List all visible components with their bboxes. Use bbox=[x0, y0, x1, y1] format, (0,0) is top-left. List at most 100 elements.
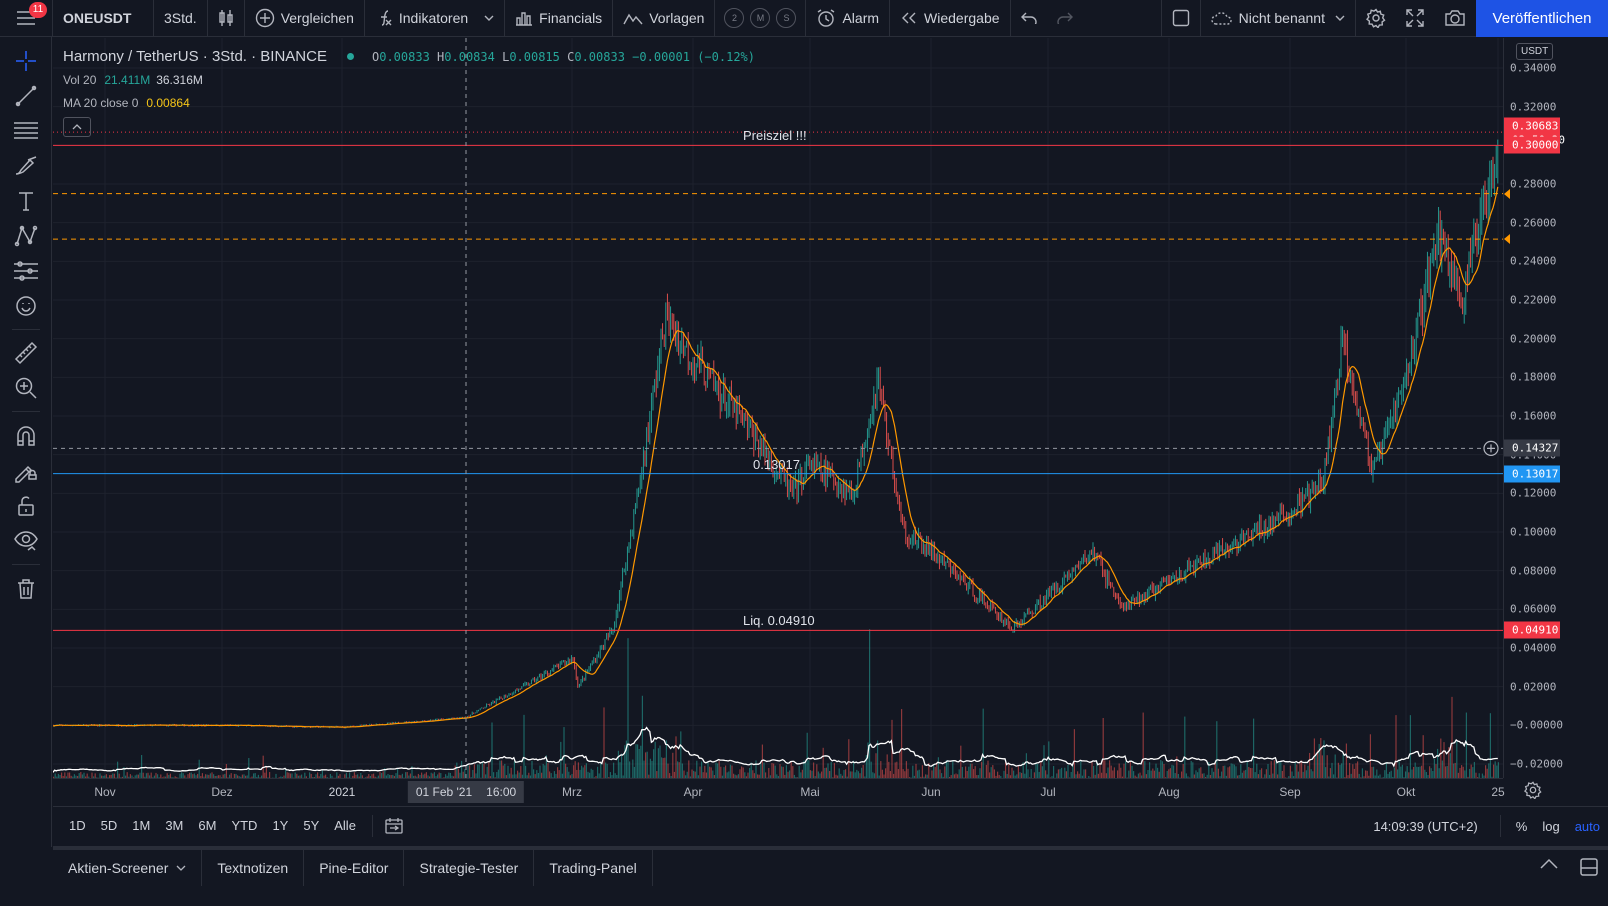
auto-scale-button[interactable]: auto bbox=[1574, 818, 1600, 834]
lock-drawing-tool[interactable] bbox=[12, 457, 40, 485]
scale-settings-icon[interactable] bbox=[1524, 781, 1542, 799]
emoji-tool[interactable] bbox=[12, 292, 40, 320]
volume-bar bbox=[1301, 760, 1303, 778]
tab-stock-screener[interactable]: Aktien-Screener bbox=[53, 850, 203, 886]
text-tool[interactable] bbox=[12, 187, 40, 215]
volume-bar bbox=[1025, 753, 1027, 778]
tab-trading-panel[interactable]: Trading-Panel bbox=[534, 850, 653, 886]
pattern-tool[interactable] bbox=[12, 222, 40, 250]
volume-bar bbox=[912, 765, 914, 778]
range-button-6m[interactable]: 6M bbox=[198, 818, 217, 833]
volume-bar bbox=[734, 774, 736, 778]
volume-bar bbox=[1409, 715, 1411, 778]
snapshot-button[interactable] bbox=[1434, 0, 1476, 37]
volume-bar bbox=[632, 759, 634, 778]
layout-toggle-button[interactable] bbox=[1162, 0, 1200, 37]
tab-pine-editor[interactable]: Pine-Editor bbox=[304, 850, 405, 886]
alert-button[interactable]: Alarm bbox=[806, 0, 889, 37]
horizontal-lines[interactable] bbox=[53, 131, 1503, 631]
tab-strategy-tester[interactable]: Strategie-Tester bbox=[404, 850, 535, 886]
volume-bar bbox=[904, 771, 906, 778]
financials-button[interactable]: Financials bbox=[505, 0, 612, 37]
chart-canvas[interactable] bbox=[53, 38, 1503, 778]
range-button-1m[interactable]: 1M bbox=[132, 818, 151, 833]
remove-drawings-tool[interactable] bbox=[12, 575, 40, 603]
brush-tool[interactable] bbox=[12, 152, 40, 180]
log-scale-button[interactable]: log bbox=[1542, 818, 1560, 834]
collapse-legend-button[interactable] bbox=[63, 117, 91, 137]
range-button-5d[interactable]: 5D bbox=[100, 818, 118, 833]
volume-bar bbox=[1456, 740, 1458, 778]
volume-bar bbox=[72, 776, 74, 778]
tab-text-notes[interactable]: Textnotizen bbox=[202, 850, 305, 886]
zoom-tool[interactable] bbox=[12, 374, 40, 402]
circle-button-2[interactable]: 2 bbox=[724, 8, 745, 28]
volume-bar bbox=[581, 765, 583, 778]
symbol-search-button[interactable]: ONEUSDT bbox=[63, 10, 132, 26]
volume-legend[interactable]: Vol 20 21.411M 36.316M bbox=[63, 72, 203, 87]
price-tick: 0.22000 bbox=[1510, 293, 1557, 307]
range-button-ytd[interactable]: YTD bbox=[231, 818, 258, 833]
magnet-tool[interactable] bbox=[12, 422, 40, 450]
volume-bar bbox=[1046, 774, 1048, 778]
time-axis[interactable]: Nov Dez 2021 Mrz Apr Mai Jun Jul Aug Sep Okt 25 01 … bbox=[53, 778, 1505, 805]
price-scale[interactable]: USDT 0.34000 0.32000 0.30000 0.28000 0.26000… bbox=[1503, 38, 1608, 778]
volume-bar bbox=[614, 773, 616, 778]
volume-bar bbox=[227, 777, 229, 778]
menu-button[interactable]: 11 bbox=[0, 0, 52, 37]
replay-button[interactable]: Wiedergabe bbox=[890, 0, 1010, 37]
redo-button[interactable] bbox=[1047, 0, 1083, 37]
volume-bar bbox=[973, 769, 975, 778]
settings-button[interactable] bbox=[1356, 0, 1396, 37]
volume-bar bbox=[224, 773, 226, 778]
chart-pane[interactable]: Harmony / TetherUS · 3Std. · BINANCE O0.… bbox=[53, 38, 1503, 778]
interval-button[interactable]: 3Std. bbox=[164, 10, 197, 26]
trend-line-tool[interactable] bbox=[12, 82, 40, 110]
currency-unit[interactable]: USDT bbox=[1516, 43, 1554, 60]
volume-bar bbox=[1209, 775, 1211, 778]
lock-tool[interactable] bbox=[12, 492, 40, 520]
volume-bar bbox=[1030, 769, 1032, 778]
go-to-date-icon[interactable] bbox=[385, 817, 403, 834]
range-button-1d[interactable]: 1D bbox=[69, 818, 86, 833]
templates-button[interactable]: Vorlagen bbox=[613, 0, 714, 37]
range-button-1y[interactable]: 1Y bbox=[272, 818, 289, 833]
ma-legend[interactable]: MA 20 close 0 0.00864 bbox=[63, 95, 190, 110]
volume-bar bbox=[361, 775, 363, 778]
crosshair-icon bbox=[16, 51, 36, 71]
volume-bar bbox=[1421, 765, 1423, 778]
volume-bar bbox=[523, 714, 525, 778]
volume-bar bbox=[569, 775, 571, 778]
compare-button[interactable]: Vergleichen bbox=[245, 0, 364, 37]
volume-bar bbox=[1304, 764, 1306, 778]
volume-bar bbox=[1017, 765, 1019, 778]
range-button-3m[interactable]: 3M bbox=[165, 818, 184, 833]
percent-scale-button[interactable]: % bbox=[1515, 818, 1528, 834]
fib-tool[interactable] bbox=[12, 117, 40, 145]
volume-bar bbox=[928, 763, 930, 778]
volume-bar bbox=[1112, 770, 1114, 778]
volume-bar bbox=[1307, 765, 1309, 778]
circle-button-s[interactable]: S bbox=[776, 8, 797, 28]
chevron-up-icon[interactable] bbox=[1540, 858, 1558, 870]
crosshair-tool[interactable] bbox=[12, 47, 40, 75]
clock-time[interactable]: 14:09:39 (UTC+2) bbox=[1373, 818, 1478, 834]
volume-bar bbox=[144, 776, 146, 778]
ruler-tool[interactable] bbox=[12, 339, 40, 367]
fullscreen-button[interactable] bbox=[1396, 0, 1434, 37]
volume-bar bbox=[387, 773, 389, 778]
chart-type-button[interactable] bbox=[208, 0, 244, 37]
range-button-5y[interactable]: 5Y bbox=[303, 818, 320, 833]
circle-button-m[interactable]: M bbox=[750, 8, 771, 28]
indicators-button[interactable]: Indikatoren bbox=[365, 0, 504, 37]
symbol-title[interactable]: Harmony / TetherUS · 3Std. · BINANCE bbox=[63, 48, 327, 65]
publish-button[interactable]: Veröffentlichen bbox=[1476, 0, 1608, 37]
volume-bar bbox=[942, 776, 944, 778]
layout-name-button[interactable]: Nicht benannt bbox=[1201, 0, 1355, 37]
range-button-alle[interactable]: Alle bbox=[334, 818, 356, 833]
prediction-tool[interactable] bbox=[12, 257, 40, 285]
bottom-panel-tabs: Aktien-Screener Textnotizen Pine-Editor … bbox=[53, 846, 1608, 886]
visibility-tool[interactable] bbox=[12, 527, 40, 555]
undo-button[interactable] bbox=[1011, 0, 1047, 37]
maximize-panel-icon[interactable] bbox=[1580, 858, 1598, 876]
